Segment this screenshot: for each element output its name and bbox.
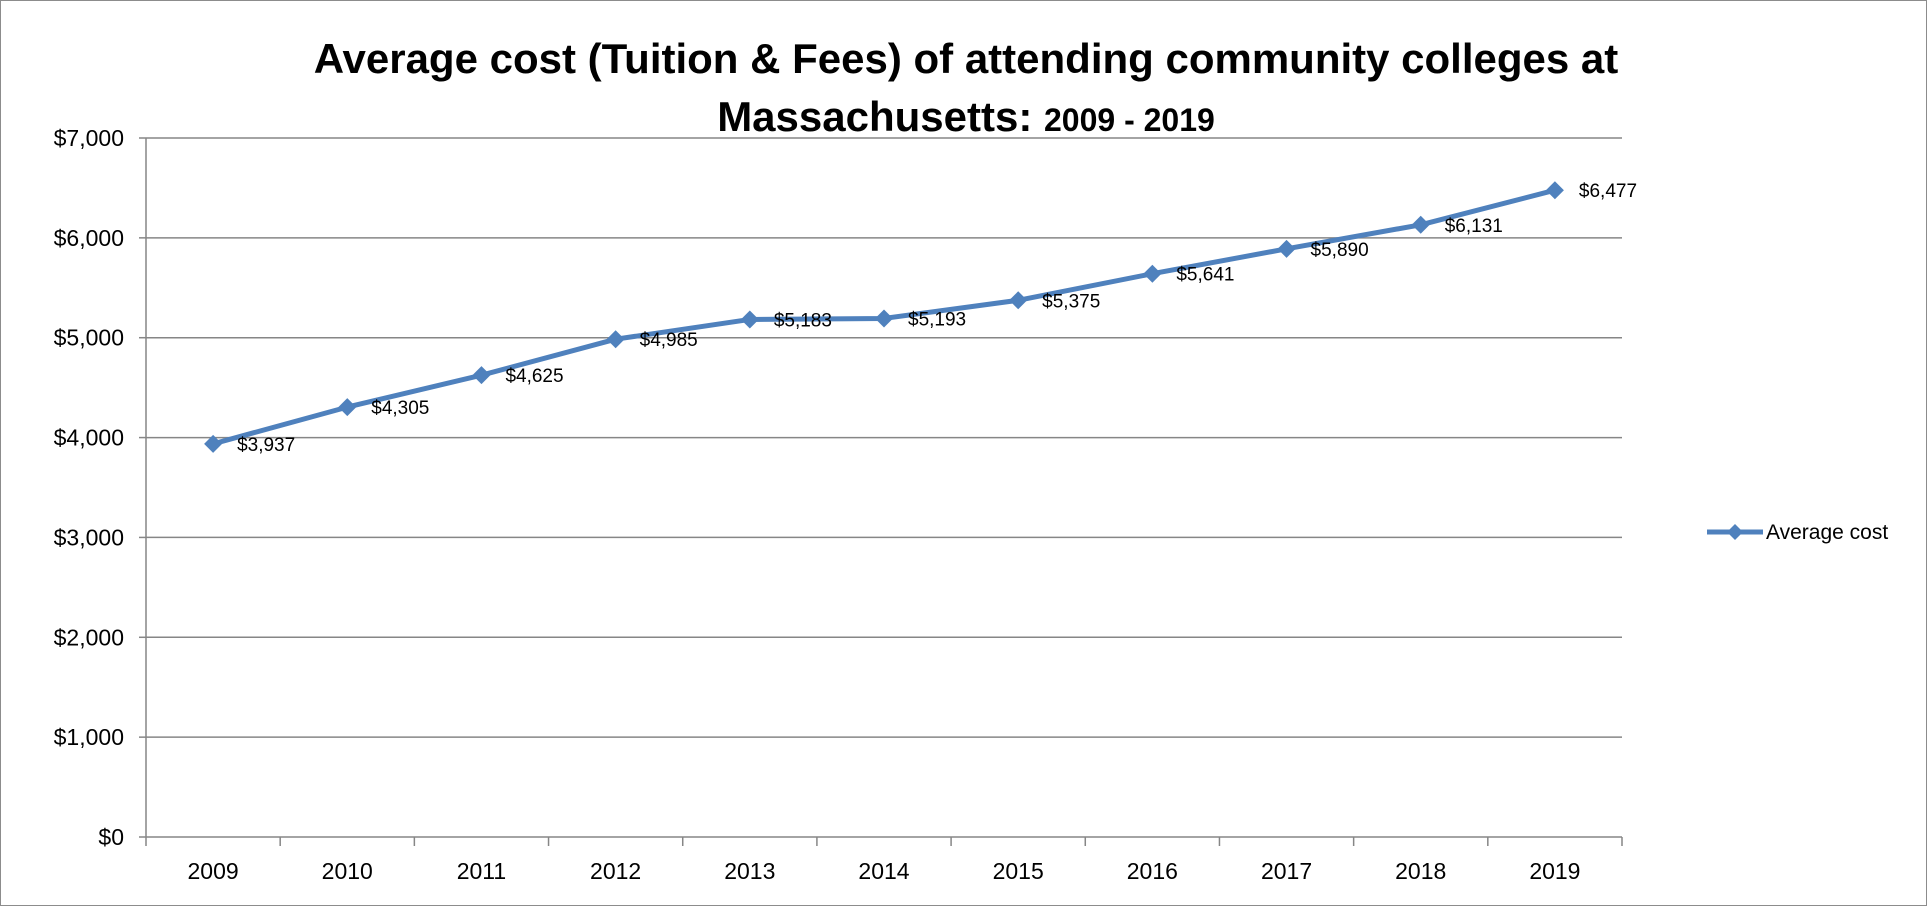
y-tick-label: $1,000 bbox=[54, 724, 124, 750]
data-point-marker bbox=[204, 434, 223, 453]
x-tick-label: 2015 bbox=[993, 858, 1044, 884]
data-label: $4,305 bbox=[371, 398, 429, 419]
data-point-marker bbox=[1545, 181, 1564, 200]
data-label: $6,131 bbox=[1445, 216, 1503, 237]
y-tick-label: $4,000 bbox=[54, 425, 124, 451]
data-point-marker bbox=[1277, 239, 1296, 258]
x-tick-label: 2014 bbox=[858, 858, 909, 884]
series-average-cost bbox=[204, 181, 1564, 453]
data-point-marker bbox=[606, 330, 625, 349]
data-label: $4,985 bbox=[640, 330, 698, 351]
x-tick-label: 2018 bbox=[1395, 858, 1446, 884]
y-tick-label: $5,000 bbox=[54, 325, 124, 351]
data-point-marker bbox=[1009, 291, 1028, 310]
y-tick-label: $3,000 bbox=[54, 524, 124, 550]
chart-title-main: Massachusetts: bbox=[717, 93, 1044, 140]
data-label: $5,890 bbox=[1311, 240, 1369, 261]
data-label: $4,625 bbox=[505, 366, 563, 387]
data-label: $3,937 bbox=[237, 435, 295, 456]
legend: Average cost bbox=[1707, 521, 1888, 544]
data-label: $5,183 bbox=[774, 310, 832, 331]
chart-title-line1: Average cost (Tuition & Fees) of attendi… bbox=[314, 35, 1619, 82]
x-tick-label: 2019 bbox=[1529, 858, 1580, 884]
chart-title-line2: Massachusetts: 2009 - 2019 bbox=[717, 93, 1215, 140]
chart-title-years: 2009 - 2019 bbox=[1044, 102, 1215, 138]
y-tick-label: $0 bbox=[98, 824, 124, 850]
data-labels: $3,937 $4,305 $4,625 $4,985 $5,183 $5,193 $5,3… bbox=[237, 181, 1637, 456]
data-point-marker bbox=[338, 398, 357, 417]
data-label: $5,193 bbox=[908, 309, 966, 330]
data-point-marker bbox=[740, 310, 759, 329]
y-tick-label: $6,000 bbox=[54, 225, 124, 251]
data-point-marker bbox=[875, 309, 893, 328]
legend-label: Average cost bbox=[1766, 521, 1888, 544]
data-point-marker bbox=[1143, 264, 1162, 283]
legend-marker bbox=[1727, 524, 1743, 540]
x-tick-label: 2010 bbox=[322, 858, 373, 884]
x-tick-label: 2011 bbox=[457, 858, 506, 884]
x-tick-label: 2012 bbox=[590, 858, 641, 884]
gridlines bbox=[146, 137, 1622, 738]
x-tick-label: 2013 bbox=[724, 858, 775, 884]
data-point-marker bbox=[1411, 215, 1430, 234]
data-label: $6,477 bbox=[1579, 181, 1637, 202]
x-tick-label: 2009 bbox=[188, 858, 239, 884]
y-tick-label: $2,000 bbox=[54, 624, 124, 650]
y-tick-label: $7,000 bbox=[54, 125, 124, 151]
data-point-marker bbox=[472, 366, 491, 385]
x-tick-label: 2016 bbox=[1127, 858, 1178, 884]
x-tick-label: 2017 bbox=[1261, 858, 1312, 884]
axes: $0 $1,000 $2,000 $3,000 $4,000 $5,000 $6,000 $7… bbox=[54, 125, 1623, 884]
data-label: $5,641 bbox=[1176, 265, 1234, 286]
data-label: $5,375 bbox=[1042, 291, 1100, 312]
